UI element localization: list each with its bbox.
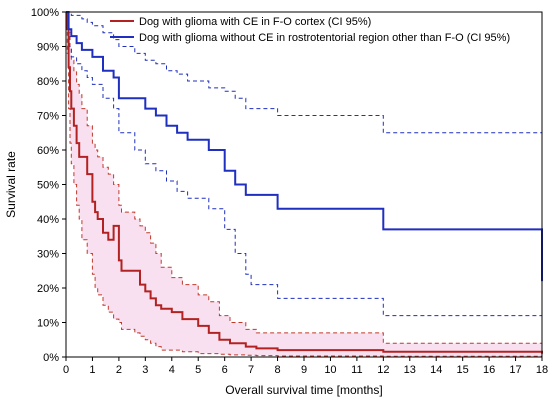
- x-tick-label: 2: [116, 364, 122, 376]
- y-tick-label: 20%: [37, 283, 59, 295]
- ci-lower-line-1: [66, 11, 543, 326]
- x-tick-label: 0: [63, 364, 69, 376]
- y-tick-label: 80%: [37, 76, 59, 88]
- x-tick-label: 3: [142, 364, 148, 376]
- x-tick-label: 9: [301, 364, 307, 376]
- x-tick-label: 5: [195, 364, 201, 376]
- ci-bands: [66, 12, 542, 357]
- y-tick-label: 60%: [37, 145, 59, 157]
- y-axis: 0% 10% 20% 30% 40% 50% 60% 70% 80% 90% 100%: [31, 7, 66, 364]
- y-tick-label: 30%: [37, 249, 59, 261]
- series-lines: [66, 11, 543, 354]
- y-tick-label: 70%: [37, 111, 59, 123]
- y-tick-label: 50%: [37, 180, 59, 192]
- y-axis-title: Survival rate: [4, 151, 18, 218]
- legend-label-glioma-no-ce: Dog with glioma without CE in rostrotent…: [139, 32, 510, 44]
- x-tick-label: 14: [430, 364, 442, 376]
- x-tick-label: 11: [351, 364, 362, 376]
- x-tick-label: 1: [89, 364, 95, 376]
- ci-lines: [66, 11, 543, 357]
- x-axis: 0 1 2 3 4 5 6 7 8 9 10 11 12 13 14 15 16 17 18: [63, 357, 548, 376]
- y-tick-label: 100%: [31, 7, 59, 19]
- ci-band-0: [66, 12, 542, 357]
- x-tick-label: 10: [324, 364, 336, 376]
- ci-lower-line-0: [66, 11, 542, 357]
- ci-upper-line-1: [66, 11, 543, 185]
- y-tick-label: 10%: [37, 318, 59, 330]
- legend-label-glioma-ce: Dog with glioma with CE in F-O cortex (C…: [139, 16, 371, 28]
- survival-line-0: [66, 11, 543, 354]
- y-tick-label: 0%: [43, 352, 59, 364]
- survival-line-1: [66, 11, 543, 282]
- y-tick-label: 40%: [37, 214, 59, 226]
- x-tick-label: 13: [404, 364, 416, 376]
- x-axis-title: Overall survival time [months]: [225, 383, 382, 397]
- x-tick-label: 12: [377, 364, 389, 376]
- x-tick-label: 17: [509, 364, 521, 376]
- x-tick-label: 7: [248, 364, 254, 376]
- ci-upper-line-0: [66, 11, 542, 344]
- legend: Dog with glioma with CE in F-O cortex (C…: [110, 16, 510, 44]
- x-tick-label: 6: [222, 364, 228, 376]
- y-tick-label: 90%: [37, 42, 59, 54]
- x-tick-label: 8: [274, 364, 280, 376]
- x-tick-label: 15: [457, 364, 469, 376]
- x-tick-label: 18: [536, 364, 548, 376]
- x-tick-label: 16: [483, 364, 495, 376]
- x-tick-label: 4: [169, 364, 175, 376]
